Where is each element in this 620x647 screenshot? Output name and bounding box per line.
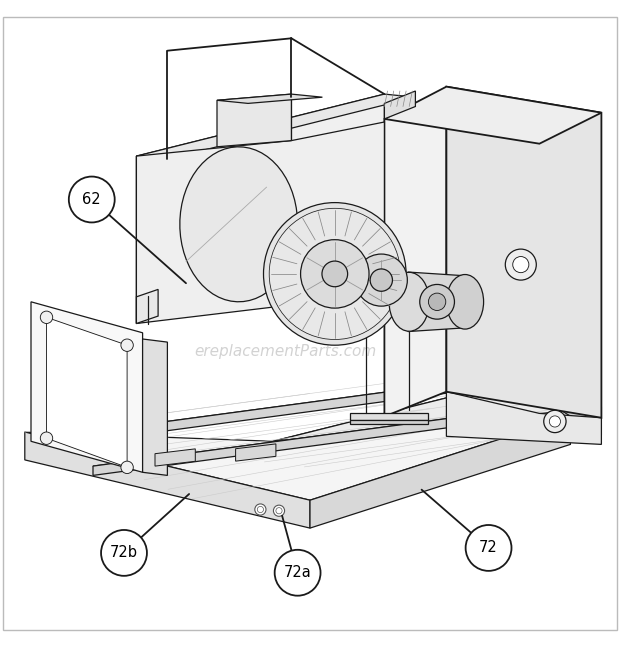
Polygon shape [546,373,601,435]
Polygon shape [93,410,521,472]
Polygon shape [350,420,428,424]
Circle shape [276,508,282,514]
Polygon shape [446,391,601,444]
Polygon shape [46,317,127,467]
Polygon shape [136,94,384,324]
Polygon shape [384,94,446,417]
Circle shape [264,203,406,345]
Circle shape [428,293,446,311]
Circle shape [227,160,232,165]
Polygon shape [31,302,143,472]
Polygon shape [136,289,158,324]
Polygon shape [310,417,570,528]
Circle shape [549,416,560,427]
Ellipse shape [389,272,429,331]
Text: 62: 62 [82,192,101,207]
Polygon shape [136,122,384,324]
Polygon shape [446,87,601,418]
Circle shape [257,507,264,512]
Circle shape [40,432,53,444]
Circle shape [513,257,529,272]
Circle shape [466,525,512,571]
Polygon shape [408,272,465,331]
Circle shape [275,550,321,596]
Circle shape [69,177,115,223]
Polygon shape [25,432,310,528]
Circle shape [420,285,454,319]
Circle shape [355,254,407,306]
Polygon shape [143,339,167,476]
Circle shape [121,461,133,474]
Polygon shape [93,410,508,476]
Circle shape [322,261,348,287]
Circle shape [101,530,147,576]
Polygon shape [384,87,601,144]
Polygon shape [217,94,291,147]
Polygon shape [236,444,276,461]
Circle shape [370,269,392,291]
Polygon shape [217,94,322,104]
Polygon shape [155,449,195,466]
Text: 72: 72 [479,540,498,555]
Circle shape [505,249,536,280]
Polygon shape [112,373,527,438]
Circle shape [40,311,53,324]
Text: 72b: 72b [110,545,138,560]
Text: 72a: 72a [284,565,311,580]
Circle shape [121,339,133,351]
Polygon shape [384,91,415,119]
Text: ereplacementParts.com: ereplacementParts.com [194,344,376,359]
Circle shape [227,141,232,146]
Polygon shape [136,94,415,159]
Circle shape [301,239,369,308]
Ellipse shape [446,274,484,329]
Circle shape [255,504,266,515]
Polygon shape [25,373,570,500]
Circle shape [227,123,232,127]
Polygon shape [180,147,298,302]
Polygon shape [350,413,428,420]
Circle shape [269,208,401,340]
Polygon shape [273,373,601,441]
Circle shape [544,410,566,433]
Polygon shape [112,373,539,435]
Circle shape [273,505,285,516]
